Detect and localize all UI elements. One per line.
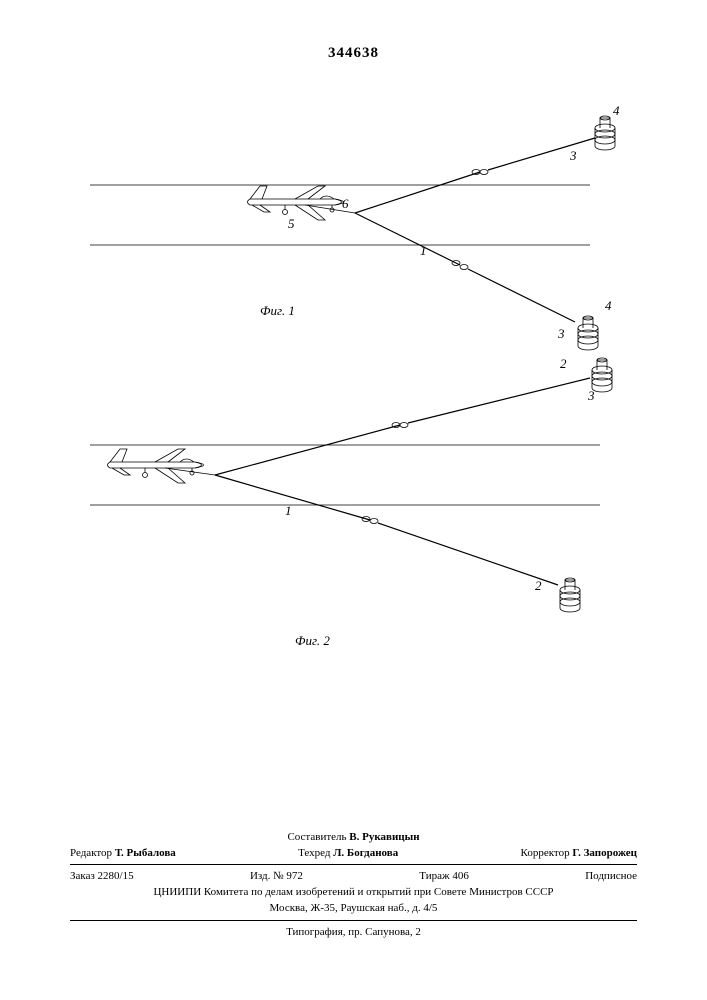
- aircraft-fig2: [108, 449, 216, 483]
- tirazh: Тираж 406: [419, 870, 469, 882]
- label-3b: 3: [557, 326, 565, 341]
- figure-2: 1 2 2 3: [90, 356, 612, 612]
- compiler-name: В. Рукавицын: [349, 831, 419, 843]
- editor-label: Редактор: [70, 847, 112, 859]
- podpisnoe: Подписное: [585, 870, 637, 882]
- label-4a: 4: [613, 103, 620, 118]
- label-6: 6: [342, 196, 349, 211]
- brake-unit-top: [595, 116, 615, 150]
- order: Заказ 2280/15: [70, 870, 134, 882]
- footer: Составитель В. Рукавицын Редактор Т. Рыб…: [70, 829, 637, 940]
- label-3c: 3: [587, 388, 595, 403]
- fig2-caption: Фиг. 2: [295, 633, 330, 648]
- label-4b: 4: [605, 298, 612, 313]
- brake-unit-top-2: [592, 358, 612, 392]
- figure-1: 1 3 3 4 4 5 6: [90, 103, 620, 350]
- label-2b: 2: [535, 578, 542, 593]
- techred-label: Техред: [298, 847, 330, 859]
- editor-name: Т. Рыбалова: [115, 847, 176, 859]
- brake-unit-bottom: [578, 316, 598, 350]
- aircraft-fig1: [248, 186, 356, 220]
- corrector-label: Корректор: [521, 847, 570, 859]
- compiler-label: Составитель: [287, 831, 346, 843]
- fig1-caption: Фиг. 1: [260, 303, 295, 318]
- label-1: 1: [420, 243, 427, 258]
- techred-name: Л. Богданова: [333, 847, 398, 859]
- org-line-1: ЦНИИПИ Комитета по делам изобретений и о…: [70, 884, 637, 900]
- corrector-name: Г. Запорожец: [572, 847, 637, 859]
- label-3a: 3: [569, 148, 577, 163]
- typography: Типография, пр. Сапунова, 2: [70, 924, 637, 940]
- label-5: 5: [288, 216, 295, 231]
- izd: Изд. № 972: [250, 870, 303, 882]
- label-2a: 2: [560, 356, 567, 371]
- label-1b: 1: [285, 503, 292, 518]
- brake-unit-bottom-2: [560, 578, 580, 612]
- figures: 1 3 3 4 4 5 6 Фиг. 1: [60, 100, 650, 700]
- org-line-2: Москва, Ж-35, Раушская наб., д. 4/5: [70, 900, 637, 916]
- page-number: 344638: [328, 45, 379, 62]
